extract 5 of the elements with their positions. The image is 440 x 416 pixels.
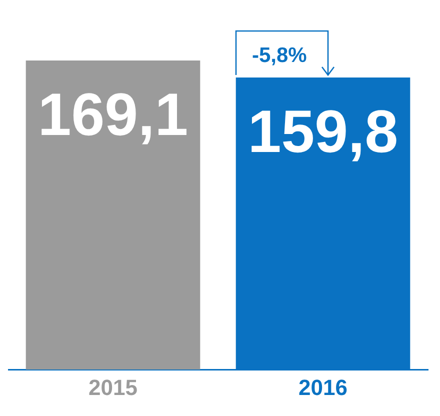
x-tick-label: 2016	[298, 374, 348, 400]
annotation: -5,8%	[252, 44, 307, 68]
data-label: 159,8	[248, 98, 398, 166]
x-tick-label: 2015	[88, 374, 138, 400]
data-label: 169,1	[38, 81, 188, 148]
